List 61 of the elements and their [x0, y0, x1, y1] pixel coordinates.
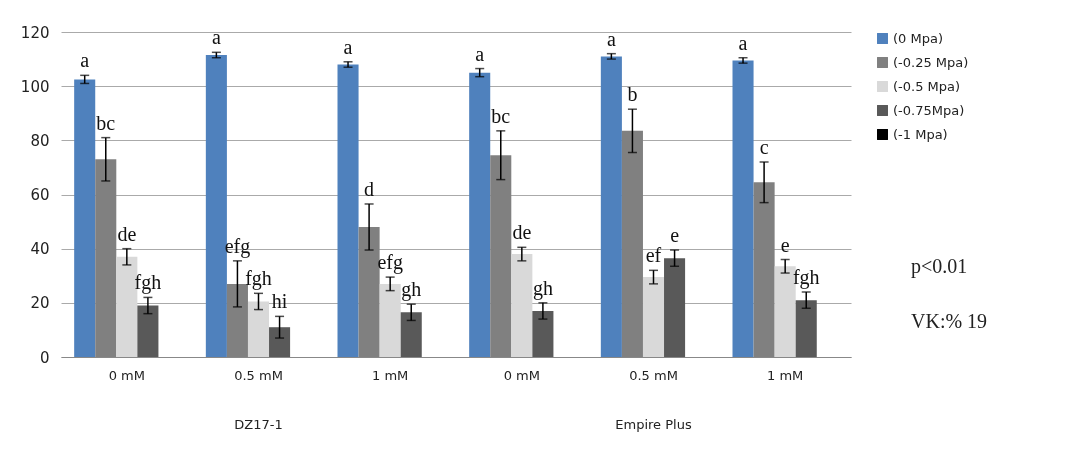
bar [337, 64, 359, 357]
legend-label: (-0.5 Mpa) [893, 78, 961, 94]
data-label: fgh [245, 267, 272, 291]
bar [469, 72, 491, 357]
data-label: a [343, 35, 353, 58]
data-label: de [512, 221, 532, 244]
bar [664, 258, 686, 357]
y-tick-label: 120 [20, 23, 50, 42]
legend-label: (-0.75Mpa) [893, 102, 965, 118]
data-label: a [738, 31, 748, 54]
data-label: de [117, 222, 137, 245]
x-tick-label: 1 mM [767, 367, 804, 383]
data-label: hi [271, 290, 288, 313]
y-tick-label: 60 [30, 186, 50, 204]
bar [247, 301, 270, 357]
data-label: ef [645, 244, 662, 267]
legend-label: (0 Mpa) [893, 30, 943, 46]
bar [379, 283, 401, 357]
data-label: e [780, 233, 790, 256]
bar [642, 277, 665, 357]
bar [511, 254, 533, 357]
legend-label: (-0.25 Mpa) [893, 54, 969, 70]
data-label: d [364, 177, 375, 200]
y-tick-label: 20 [30, 294, 50, 313]
data-label: gh [532, 276, 553, 300]
data-label: bc [491, 104, 511, 127]
bar [269, 327, 291, 357]
bar [795, 300, 817, 357]
y-tick-label: 80 [30, 131, 50, 150]
data-label: e [670, 224, 680, 247]
data-label: a [475, 42, 485, 65]
data-label: a [80, 49, 90, 72]
data-label: b [627, 83, 638, 106]
y-tick-label: 40 [30, 240, 50, 259]
bar [400, 312, 422, 357]
data-label: bc [96, 111, 116, 134]
bar [600, 56, 622, 357]
data-label: fgh [792, 266, 820, 289]
data-label: fgh [134, 271, 162, 295]
data-label: efg [377, 251, 403, 275]
bar [532, 310, 554, 357]
x-tick-label: 1 mM [372, 367, 409, 383]
text: Empire Plus [615, 417, 692, 432]
text: VK:% 19 [911, 310, 988, 332]
text: p<0.01 [911, 255, 968, 278]
bar [732, 60, 754, 357]
bar [74, 79, 96, 357]
x-tick-label: 0.5 mM [629, 367, 678, 383]
x-tick-label: 0 mM [503, 367, 540, 383]
data-label: gh [401, 278, 422, 302]
bar [137, 305, 159, 357]
y-tick-label: 100 [20, 77, 50, 96]
y-tick-label: 0 [39, 348, 50, 367]
bar [205, 55, 227, 357]
text: DZ17-1 [234, 417, 283, 432]
data-label: a [606, 27, 616, 50]
data-label: c [759, 136, 769, 158]
x-tick-label: 0.5 mM [234, 367, 283, 383]
legend-label: (-1 Mpa) [893, 126, 948, 142]
data-label: a [211, 26, 221, 49]
x-tick-label: 0 mM [108, 367, 145, 383]
